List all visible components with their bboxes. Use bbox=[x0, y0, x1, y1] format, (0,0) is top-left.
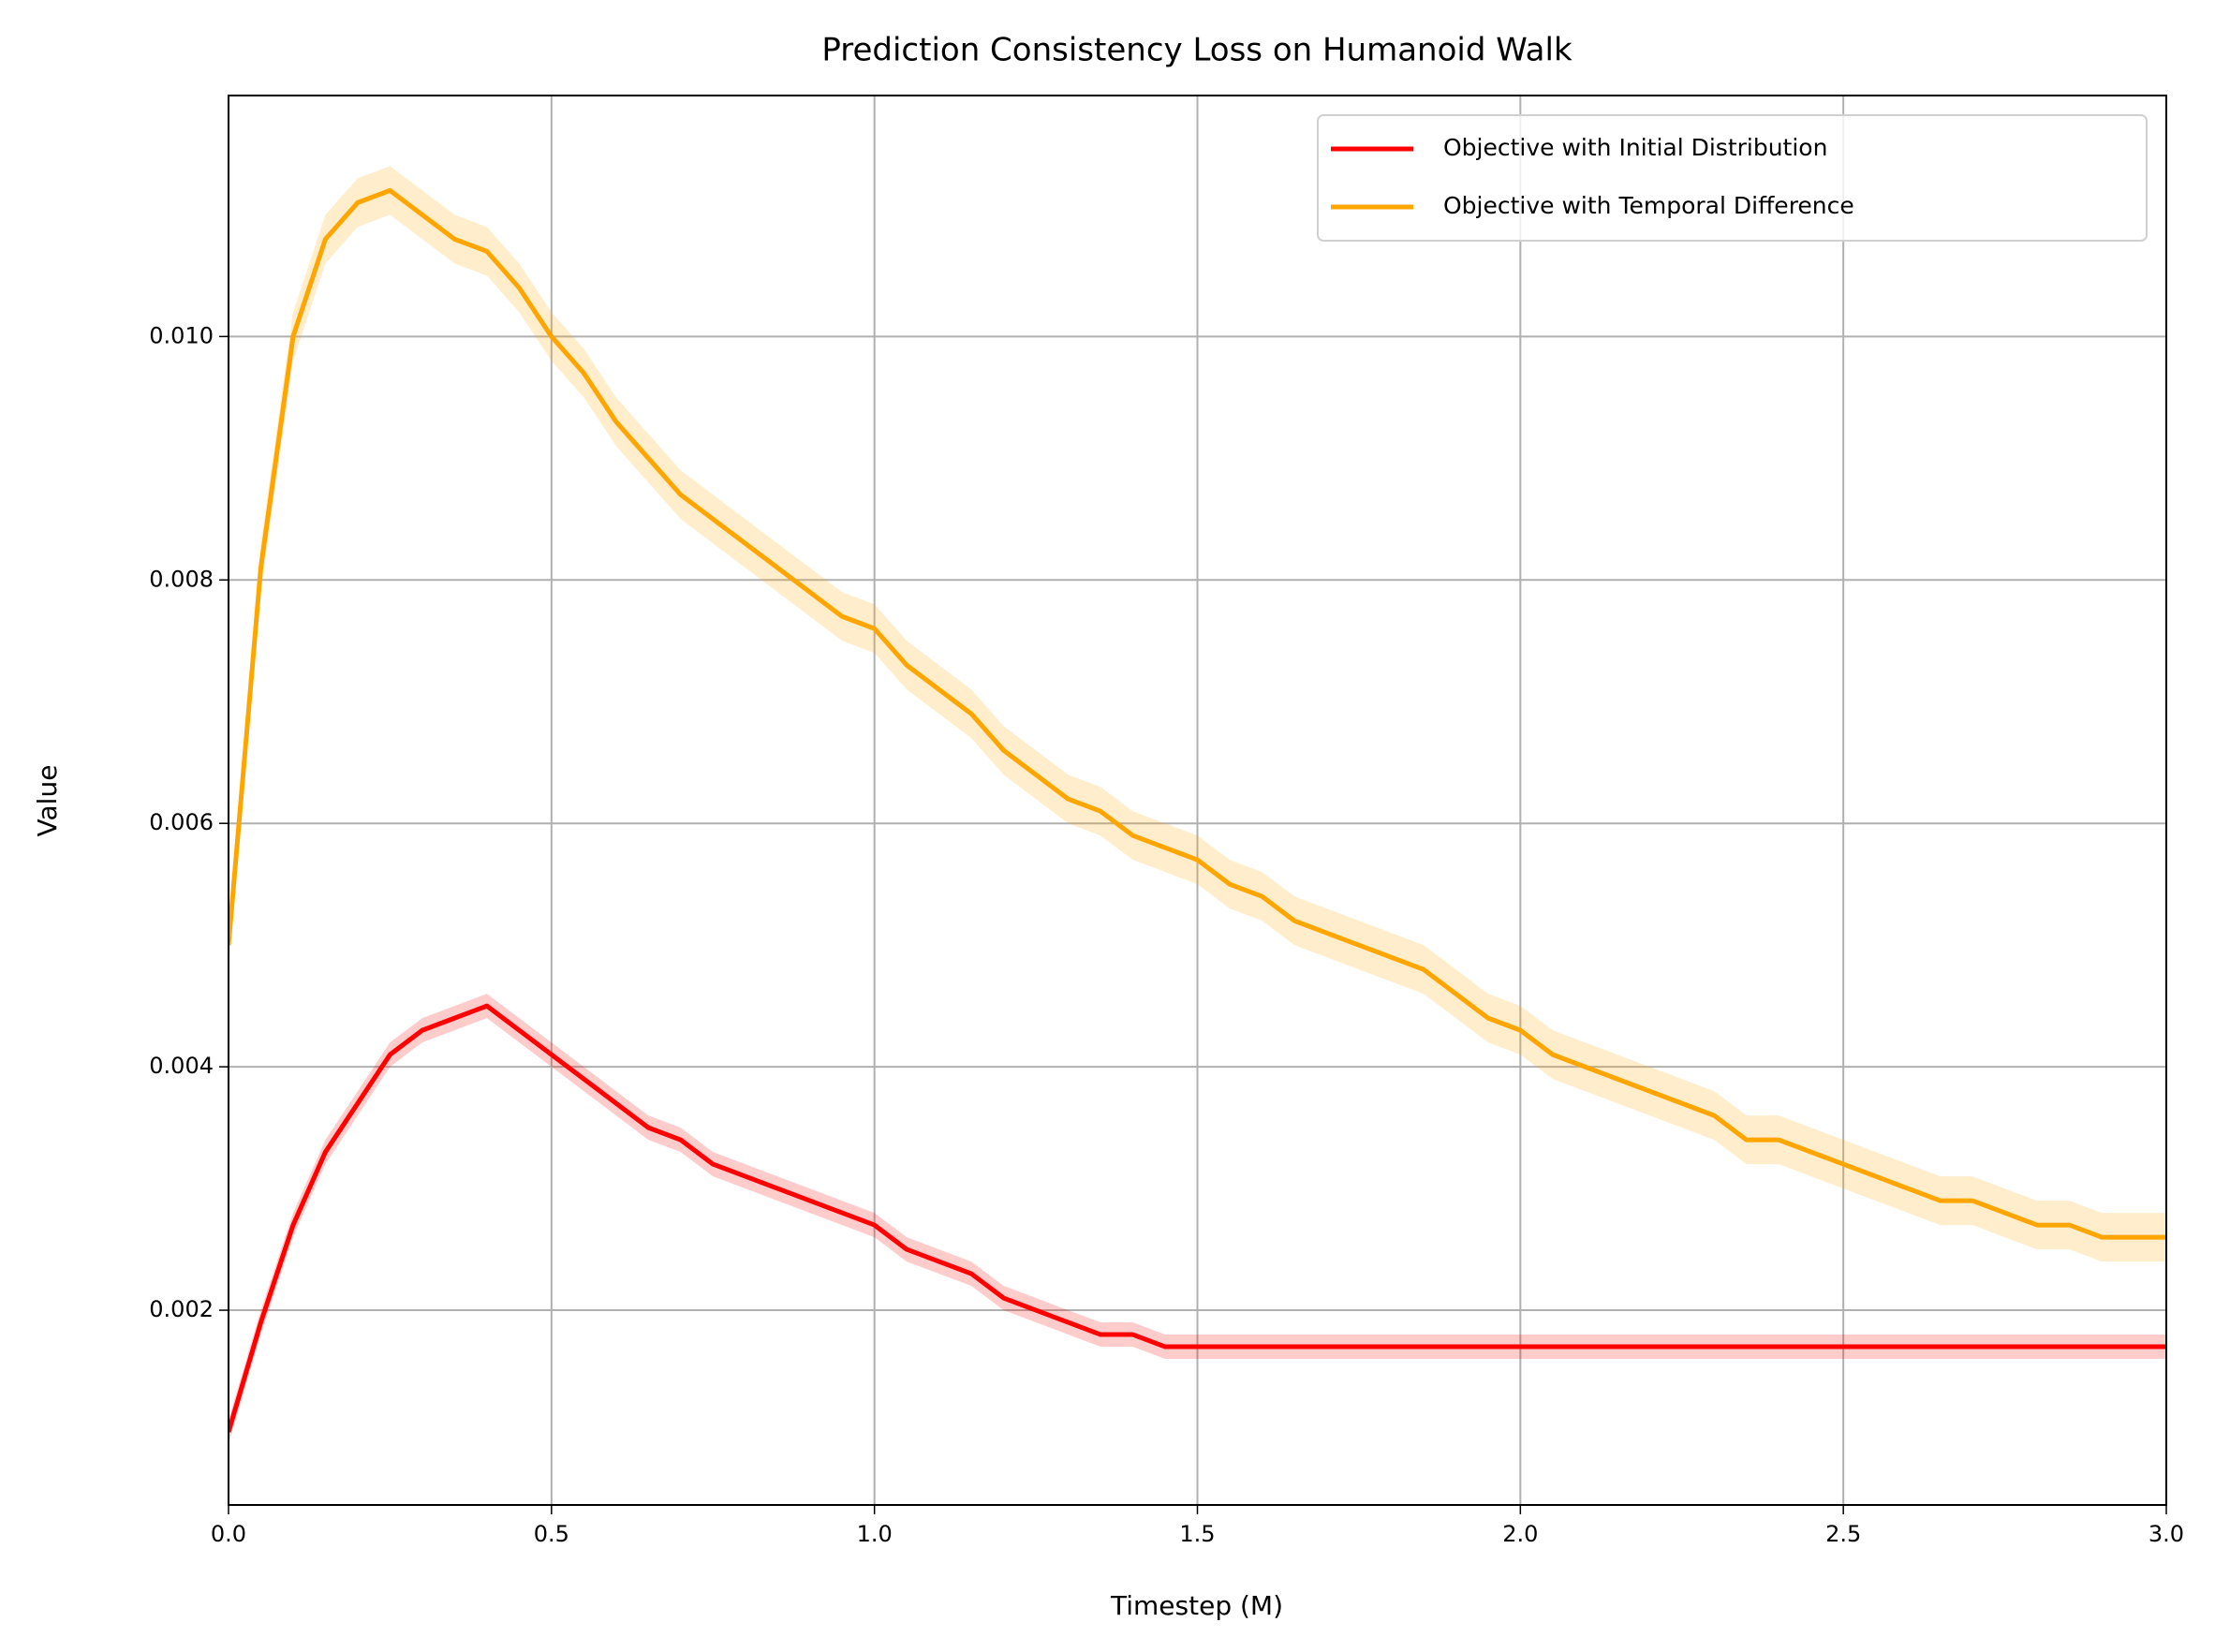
x-tick-label: 2.5 bbox=[1825, 1521, 1861, 1547]
x-tick-label: 3.0 bbox=[2149, 1521, 2184, 1547]
x-tick-label: 0.5 bbox=[534, 1521, 569, 1547]
y-tick-label: 0.006 bbox=[149, 809, 214, 835]
series-line bbox=[229, 1003, 2166, 1433]
x-tick-label: 1.0 bbox=[857, 1521, 893, 1547]
y-tick-label: 0.010 bbox=[149, 322, 214, 348]
y-tick-label: 0.002 bbox=[149, 1296, 214, 1322]
y-tick-label: 0.004 bbox=[149, 1053, 214, 1079]
legend-label: Objective with Initial Distribution bbox=[1443, 134, 1827, 161]
y-tick-label: 0.008 bbox=[149, 566, 214, 592]
y-axis-label: Value bbox=[32, 765, 63, 837]
legend-label: Objective with Temporal Difference bbox=[1443, 192, 1854, 219]
x-tick-label: 1.5 bbox=[1179, 1521, 1215, 1547]
series-line bbox=[229, 187, 2166, 1240]
x-tick-label: 0.0 bbox=[211, 1521, 246, 1547]
x-axis-label: Timestep (M) bbox=[1110, 1590, 1283, 1621]
chart-title: Prediction Consistency Loss on Humanoid … bbox=[821, 32, 1573, 69]
plot-frame bbox=[228, 95, 2167, 1506]
x-tick-label: 2.0 bbox=[1502, 1521, 1538, 1547]
error-band bbox=[229, 994, 2166, 1445]
legend-box bbox=[1317, 114, 2148, 242]
